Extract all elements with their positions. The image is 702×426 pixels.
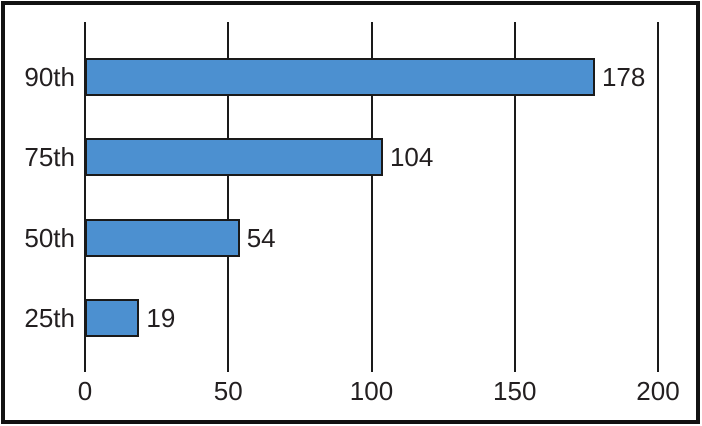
bar-value-label: 54 <box>246 222 276 253</box>
category-axis: 90th 75th 50th 25th <box>0 22 75 372</box>
x-tick-label: 100 <box>349 376 394 406</box>
x-tick-label: 200 <box>636 376 680 406</box>
x-tick-label: 50 <box>213 376 243 406</box>
bar-90th <box>85 58 595 96</box>
gridline-x-100 <box>370 22 373 372</box>
bar-value-label: 104 <box>389 142 434 173</box>
gridline-x-0 <box>84 22 86 372</box>
category-label-90th: 90th <box>24 62 75 92</box>
category-label-75th: 75th <box>24 142 75 173</box>
x-tick-label: 0 <box>77 376 93 406</box>
bar-value-label: 19 <box>146 302 176 333</box>
value-axis: 0 50 100 150 200 <box>78 376 680 408</box>
gridline-x-50 <box>227 22 230 372</box>
gridline-x-150 <box>513 22 516 372</box>
category-label-25th: 25th <box>24 302 75 333</box>
x-tick-label: 150 <box>493 376 537 406</box>
category-label-50th: 50th <box>24 222 75 253</box>
bar-value-label: 178 <box>601 62 646 92</box>
gridline-x-200 <box>657 22 659 372</box>
bar-25th <box>85 298 140 337</box>
bar-50th <box>85 218 240 257</box>
bar-75th <box>85 138 383 177</box>
plot-area: 178 104 54 19 <box>84 22 659 372</box>
